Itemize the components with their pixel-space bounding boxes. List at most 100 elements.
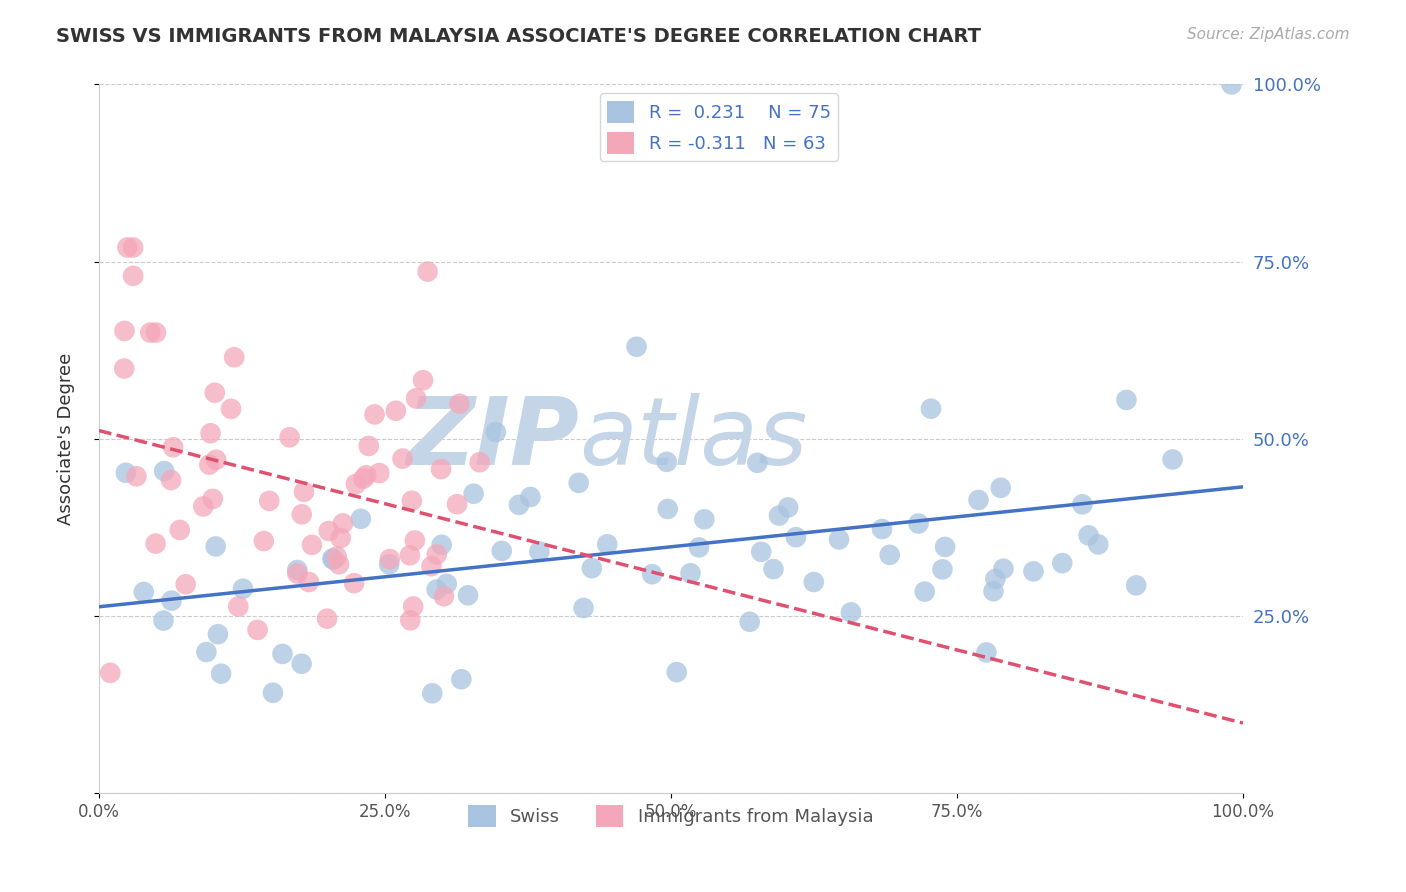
Point [145, 326, 167, 340]
Point [993, 562, 1015, 576]
Point [226, 599, 249, 614]
Point [354, 468, 377, 483]
Point [291, 508, 314, 522]
Text: SWISS VS IMMIGRANTS FROM MALAYSIA ASSOCIATE'S DEGREE CORRELATION CHART: SWISS VS IMMIGRANTS FROM MALAYSIA ASSOCI… [56, 27, 981, 45]
Point [679, 566, 702, 581]
Point [1022, 565, 1045, 579]
Point [357, 439, 380, 453]
Point [1077, 528, 1099, 542]
Point [401, 493, 423, 508]
Point [446, 497, 468, 511]
Point [169, 523, 191, 537]
Point [329, 531, 352, 545]
Point [404, 533, 426, 548]
Point [416, 264, 439, 278]
Point [125, 469, 148, 483]
Point [430, 538, 453, 552]
Point [219, 401, 242, 416]
Point [768, 508, 790, 523]
Point [931, 562, 953, 576]
Point [449, 397, 471, 411]
Point [879, 548, 901, 562]
Point [322, 553, 344, 567]
Point [641, 567, 664, 582]
Point [983, 584, 1005, 599]
Point [426, 547, 449, 561]
Point [485, 425, 508, 439]
Point [122, 268, 145, 283]
Point [352, 472, 374, 486]
Legend: Swiss, Immigrants from Malaysia: Swiss, Immigrants from Malaysia [461, 797, 880, 834]
Point [291, 657, 314, 671]
Point [246, 623, 269, 637]
Point [828, 533, 851, 547]
Point [572, 601, 595, 615]
Point [747, 456, 769, 470]
Point [803, 574, 825, 589]
Point [117, 240, 139, 254]
Point [301, 538, 323, 552]
Point [581, 561, 603, 575]
Point [285, 566, 308, 581]
Point [1161, 452, 1184, 467]
Point [98, 665, 121, 680]
Text: ZIP: ZIP [406, 392, 579, 485]
Point [839, 606, 862, 620]
Point [363, 408, 385, 422]
Point [405, 392, 427, 406]
Point [1220, 78, 1243, 92]
Point [205, 452, 228, 467]
Point [870, 522, 893, 536]
Point [402, 599, 425, 614]
Point [292, 484, 315, 499]
Point [450, 672, 472, 686]
Point [152, 614, 174, 628]
Point [350, 512, 373, 526]
Point [508, 498, 530, 512]
Point [920, 401, 942, 416]
Point [519, 490, 541, 504]
Point [1087, 537, 1109, 551]
Point [253, 534, 276, 549]
Point [399, 548, 422, 562]
Point [385, 404, 408, 418]
Point [195, 645, 218, 659]
Point [209, 666, 232, 681]
Point [153, 464, 176, 478]
Point [318, 524, 340, 538]
Point [326, 549, 349, 564]
Point [433, 589, 456, 603]
Point [257, 494, 280, 508]
Point [463, 487, 485, 501]
Point [412, 373, 434, 387]
Point [139, 326, 162, 340]
Point [368, 466, 391, 480]
Point [657, 502, 679, 516]
Point [201, 491, 224, 506]
Point [688, 541, 710, 555]
Point [328, 558, 350, 572]
Y-axis label: Associate's Degree: Associate's Degree [58, 352, 75, 525]
Point [665, 665, 688, 679]
Point [232, 582, 254, 596]
Point [655, 455, 678, 469]
Point [343, 576, 366, 591]
Point [399, 613, 422, 627]
Point [934, 540, 956, 554]
Point [907, 516, 929, 531]
Point [596, 537, 619, 551]
Point [122, 240, 145, 254]
Point [426, 582, 449, 597]
Point [738, 615, 761, 629]
Point [145, 536, 167, 550]
Point [112, 361, 135, 376]
Point [914, 584, 936, 599]
Point [344, 477, 367, 491]
Point [160, 473, 183, 487]
Point [391, 451, 413, 466]
Point [285, 563, 308, 577]
Point [378, 558, 401, 572]
Point [457, 588, 479, 602]
Point [298, 574, 321, 589]
Point [160, 593, 183, 607]
